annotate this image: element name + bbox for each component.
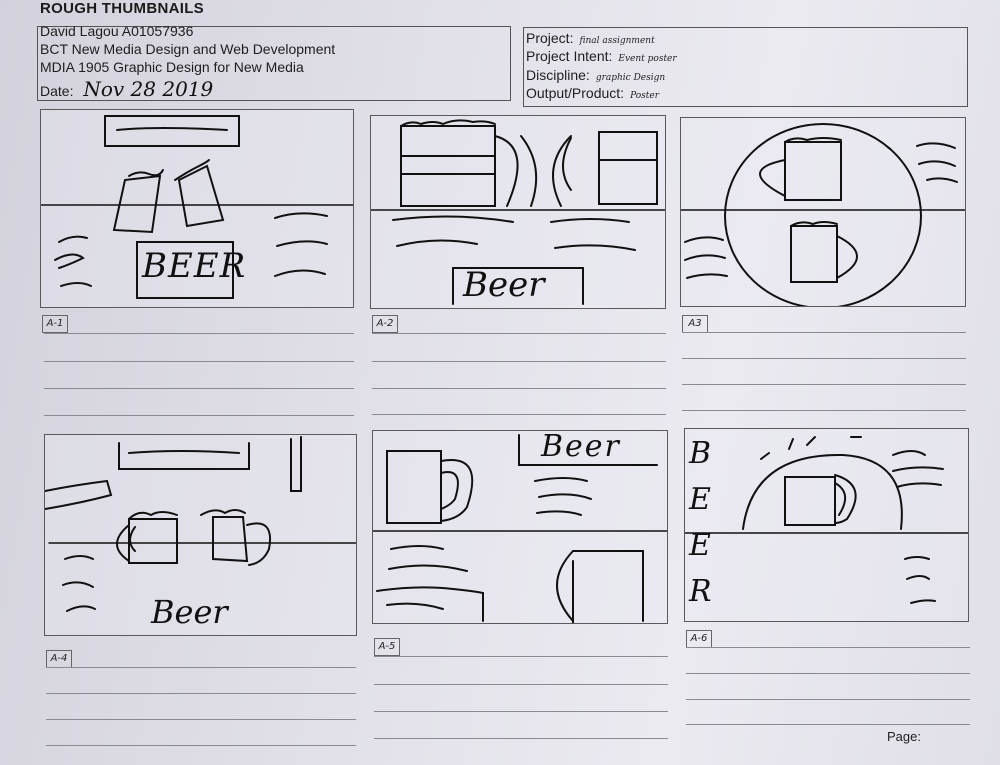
note-line [374, 656, 668, 657]
sketch-text-a2: Beer [463, 265, 545, 305]
discipline-label: Discipline: [526, 67, 590, 83]
intent-row: Project Intent: Event poster [526, 48, 677, 64]
sketch-a4 [45, 436, 356, 612]
discipline-row: Discipline: graphic Design [526, 67, 665, 83]
student-info-box: David Lagou A01057936 BCT New Media Desi… [37, 23, 511, 101]
note-line [46, 693, 356, 694]
note-line [682, 410, 966, 411]
thumbnail-a2: Beer [370, 115, 666, 309]
sketch-a2 [371, 119, 665, 305]
course-name: MDIA 1905 Graphic Design for New Media [40, 59, 304, 75]
output-label: Output/Product: [526, 85, 625, 101]
sketch-text-a5: Beer [541, 430, 621, 464]
thumbnail-label-a2: A-2 [372, 315, 398, 333]
project-row: Project: final assignment [526, 30, 655, 46]
note-line [686, 673, 970, 674]
student-name-id: David Lagou A01057936 [40, 23, 194, 39]
program-name: BCT New Media Design and Web Development [40, 41, 336, 57]
thumbnail-a1: BEER [40, 109, 354, 308]
thumbnail-label-a4: A-4 [46, 650, 72, 668]
thumbnail-label-a6: A-6 [686, 630, 712, 648]
project-label: Project: [526, 30, 574, 46]
note-line [682, 332, 966, 333]
thumbnail-a6: B E E R [684, 428, 969, 622]
note-line [46, 667, 356, 668]
sketch-text-a4: Beer [151, 593, 228, 631]
project-info-box: Project: final assignment Project Intent:… [523, 27, 968, 107]
note-line [372, 333, 666, 334]
note-line [682, 358, 966, 359]
intent-label: Project Intent: [526, 48, 613, 64]
sketch-a6 [685, 436, 968, 604]
note-line [682, 384, 966, 385]
note-line [44, 388, 354, 389]
note-line [686, 647, 970, 648]
date-value: Nov 28 2019 [83, 77, 214, 101]
thumbnail-label-a1: A-1 [42, 315, 68, 333]
date-row: Date: Nov 28 2019 [40, 77, 213, 101]
note-line [374, 738, 668, 739]
intent-value: Event poster [618, 54, 677, 64]
note-line [372, 414, 666, 415]
thumbnail-label-a3: A3 [682, 315, 708, 333]
project-value: final assignment [579, 36, 655, 46]
thumbnail-a3 [680, 117, 966, 307]
note-line [44, 333, 354, 334]
note-line [46, 745, 356, 746]
sheet-title: ROUGH THUMBNAILS [40, 0, 204, 17]
note-line [374, 684, 668, 685]
sketch-a3 [681, 123, 965, 306]
output-value: Poster [630, 91, 660, 101]
thumbnail-a5: Beer [372, 430, 668, 624]
sketch-text-a1: BEER [142, 246, 247, 286]
thumbnail-a4: Beer [44, 434, 357, 636]
discipline-value: graphic Design [595, 73, 666, 83]
note-line [372, 388, 666, 389]
sketch-a1 [41, 115, 353, 299]
page-number-label: Page: [887, 729, 921, 744]
sketch-a5 [373, 434, 667, 623]
note-line [372, 361, 666, 362]
date-label: Date: [40, 83, 74, 99]
thumbnail-label-a5: A-5 [374, 638, 400, 656]
note-line [44, 361, 354, 362]
note-line [686, 699, 970, 700]
note-line [44, 415, 354, 416]
note-line [686, 724, 970, 725]
output-row: Output/Product: Poster [526, 85, 659, 101]
sketch-text-a6: B E E R [689, 436, 821, 609]
note-line [374, 711, 668, 712]
note-line [46, 719, 356, 720]
